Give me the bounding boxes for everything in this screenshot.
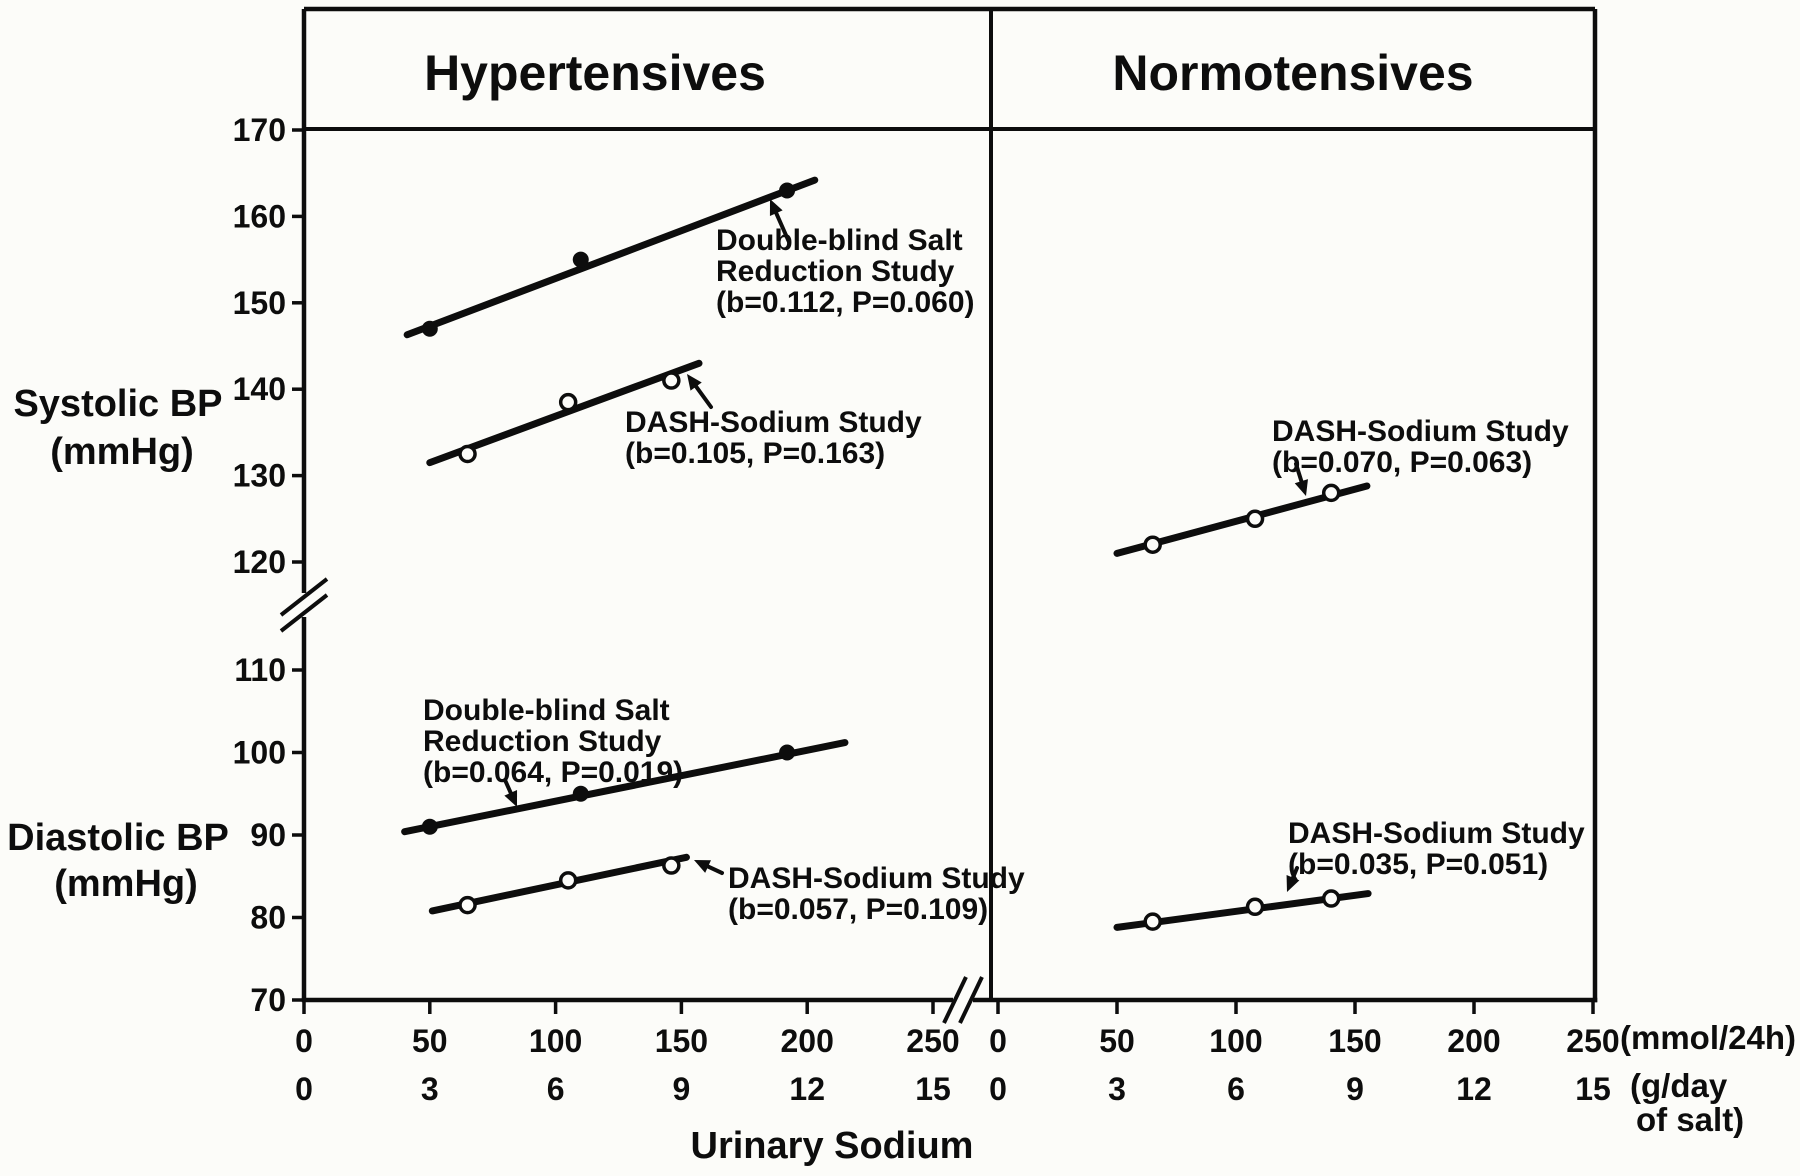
systolic-axis-label: Systolic BP (13, 383, 222, 425)
data-point-open-s1-2 (662, 371, 681, 390)
annotation-text-a2-line1: Reduction Study (423, 725, 662, 758)
annotation-text-a2-line0: Double-blind Salt (423, 694, 670, 727)
annotation-arrow-head-a0 (769, 199, 783, 216)
annotation-text-a1-line0: DASH-Sodium Study (625, 406, 922, 439)
data-point-filled-s0-2 (779, 182, 796, 199)
x-tick-label-gday-Hypertensives-3: 3 (421, 1071, 439, 1107)
y-tick-label-100: 100 (233, 735, 286, 771)
x-tick-label-mmol-Hypertensives-100: 100 (529, 1023, 582, 1059)
data-point-open-s1-1 (558, 392, 578, 412)
data-point-open-s5-2 (1321, 889, 1341, 908)
y-tick-label-170: 170 (233, 112, 286, 148)
x-tick-label-gday-Hypertensives-15: 15 (915, 1071, 951, 1107)
x-axis-break-mark-1 (958, 976, 984, 1024)
annotation-text-a0-line1: Reduction Study (716, 255, 955, 288)
annotation-arrow-head-a4 (1294, 479, 1308, 496)
y-tick-label-150: 150 (233, 285, 286, 321)
x-tick-label-gday-Normotensives-9: 9 (1346, 1071, 1364, 1107)
x-tick-label-mmol-Hypertensives-200: 200 (781, 1023, 834, 1059)
annotation-text-a3-line0: DASH-Sodium Study (728, 862, 1025, 895)
x-unit-mmol-label: (mmol/24h) (1620, 1019, 1796, 1056)
trend-line-series-0 (403, 176, 819, 339)
y-axis-break-mark-0 (279, 577, 329, 617)
data-point-filled-s0-0 (421, 320, 438, 337)
data-point-open-s4-0 (1143, 535, 1162, 554)
x-tick-label-gday-Normotensives-12: 12 (1456, 1071, 1492, 1107)
y-tick-label-110: 110 (234, 652, 286, 688)
data-point-open-s4-2 (1321, 483, 1341, 503)
y-tick-label-120: 120 (233, 544, 286, 580)
annotation-arrow-head-a2 (504, 790, 518, 807)
data-point-filled-s2-0 (421, 818, 438, 835)
y-tick-label-140: 140 (233, 371, 286, 407)
trend-line-series-2 (401, 739, 849, 836)
panel-title-hypertensives: Hypertensives (424, 45, 766, 101)
x-tick-label-gday-Hypertensives-0: 0 (295, 1071, 313, 1107)
trend-line-series-1 (426, 359, 703, 467)
data-point-filled-s2-2 (779, 744, 796, 761)
x-tick-label-mmol-Normotensives-250: 250 (1566, 1023, 1619, 1059)
x-tick-label-gday-Normotensives-0: 0 (989, 1071, 1007, 1107)
data-point-open-s5-1 (1245, 897, 1265, 917)
x-tick-label-mmol-Normotensives-0: 0 (989, 1023, 1007, 1059)
systolic-axis-units: (mmHg) (50, 431, 194, 473)
x-tick-label-gday-Hypertensives-9: 9 (673, 1071, 691, 1107)
annotation-arrow-head-a3 (694, 860, 711, 873)
x-tick-label-gday-Normotensives-15: 15 (1575, 1071, 1611, 1107)
annotation-text-a0-line2: (b=0.112, P=0.060) (716, 286, 975, 319)
y-tick-label-80: 80 (250, 900, 286, 936)
annotation-arrow-head-a1 (687, 374, 702, 391)
x-tick-label-mmol-Hypertensives-0: 0 (295, 1023, 313, 1059)
annotation-text-a5-line0: DASH-Sodium Study (1288, 817, 1585, 850)
data-point-open-s5-0 (1143, 912, 1162, 931)
y-axis-break-mark-1 (279, 593, 329, 633)
x-tick-label-gday-Normotensives-6: 6 (1227, 1071, 1245, 1107)
x-tick-label-mmol-Normotensives-100: 100 (1209, 1023, 1262, 1059)
x-tick-label-gday-Hypertensives-12: 12 (789, 1071, 825, 1107)
data-point-open-s3-0 (458, 895, 477, 915)
x-tick-label-mmol-Hypertensives-150: 150 (655, 1023, 708, 1059)
x-unit-gday-label-line2: of salt) (1636, 1101, 1744, 1138)
data-point-open-s1-0 (458, 444, 477, 464)
panel-title-normotensives: Normotensives (1112, 45, 1473, 101)
annotation-arrow-head-a5 (1286, 875, 1300, 892)
y-tick-label-90: 90 (250, 817, 286, 853)
x-tick-label-mmol-Hypertensives-250: 250 (906, 1023, 959, 1059)
y-tick-label-160: 160 (233, 198, 286, 234)
x-tick-label-gday-Normotensives-3: 3 (1108, 1071, 1126, 1107)
diastolic-axis-units: (mmHg) (54, 863, 198, 905)
y-tick-label-130: 130 (233, 458, 286, 494)
annotation-text-a1-line1: (b=0.105, P=0.163) (625, 437, 885, 470)
data-point-filled-s0-1 (572, 251, 589, 268)
data-point-open-s3-1 (558, 871, 578, 890)
annotation-arrow-shaft-a0 (771, 205, 791, 244)
x-axis-title: Urinary Sodium (691, 1125, 974, 1167)
diastolic-axis-label: Diastolic BP (7, 817, 229, 859)
data-point-open-s4-1 (1245, 509, 1265, 529)
annotation-text-a0-line0: Double-blind Salt (716, 224, 963, 257)
x-axis-break-mark-0 (942, 976, 968, 1024)
chart-dynamic-layer: 1701601501401301201101009080700050310061… (233, 6, 1620, 1107)
x-unit-gday-label-line1: (g/day (1630, 1067, 1728, 1104)
x-tick-label-mmol-Normotensives-150: 150 (1328, 1023, 1381, 1059)
x-tick-label-mmol-Hypertensives-50: 50 (412, 1023, 448, 1059)
annotation-text-a4-line1: (b=0.070, P=0.063) (1272, 446, 1532, 479)
x-tick-label-gday-Hypertensives-6: 6 (547, 1071, 565, 1107)
x-tick-label-mmol-Normotensives-50: 50 (1099, 1023, 1135, 1059)
data-point-open-s3-2 (662, 856, 681, 875)
y-tick-label-70: 70 (250, 982, 286, 1018)
data-point-filled-s2-1 (572, 785, 589, 802)
annotation-text-a5-line1: (b=0.035, P=0.051) (1288, 848, 1548, 881)
annotation-text-a3-line1: (b=0.057, P=0.109) (728, 893, 988, 926)
annotation-text-a2-line2: (b=0.064, P=0.019) (423, 756, 683, 789)
annotation-text-a4-line0: DASH-Sodium Study (1272, 415, 1569, 448)
x-tick-label-mmol-Normotensives-200: 200 (1447, 1023, 1500, 1059)
